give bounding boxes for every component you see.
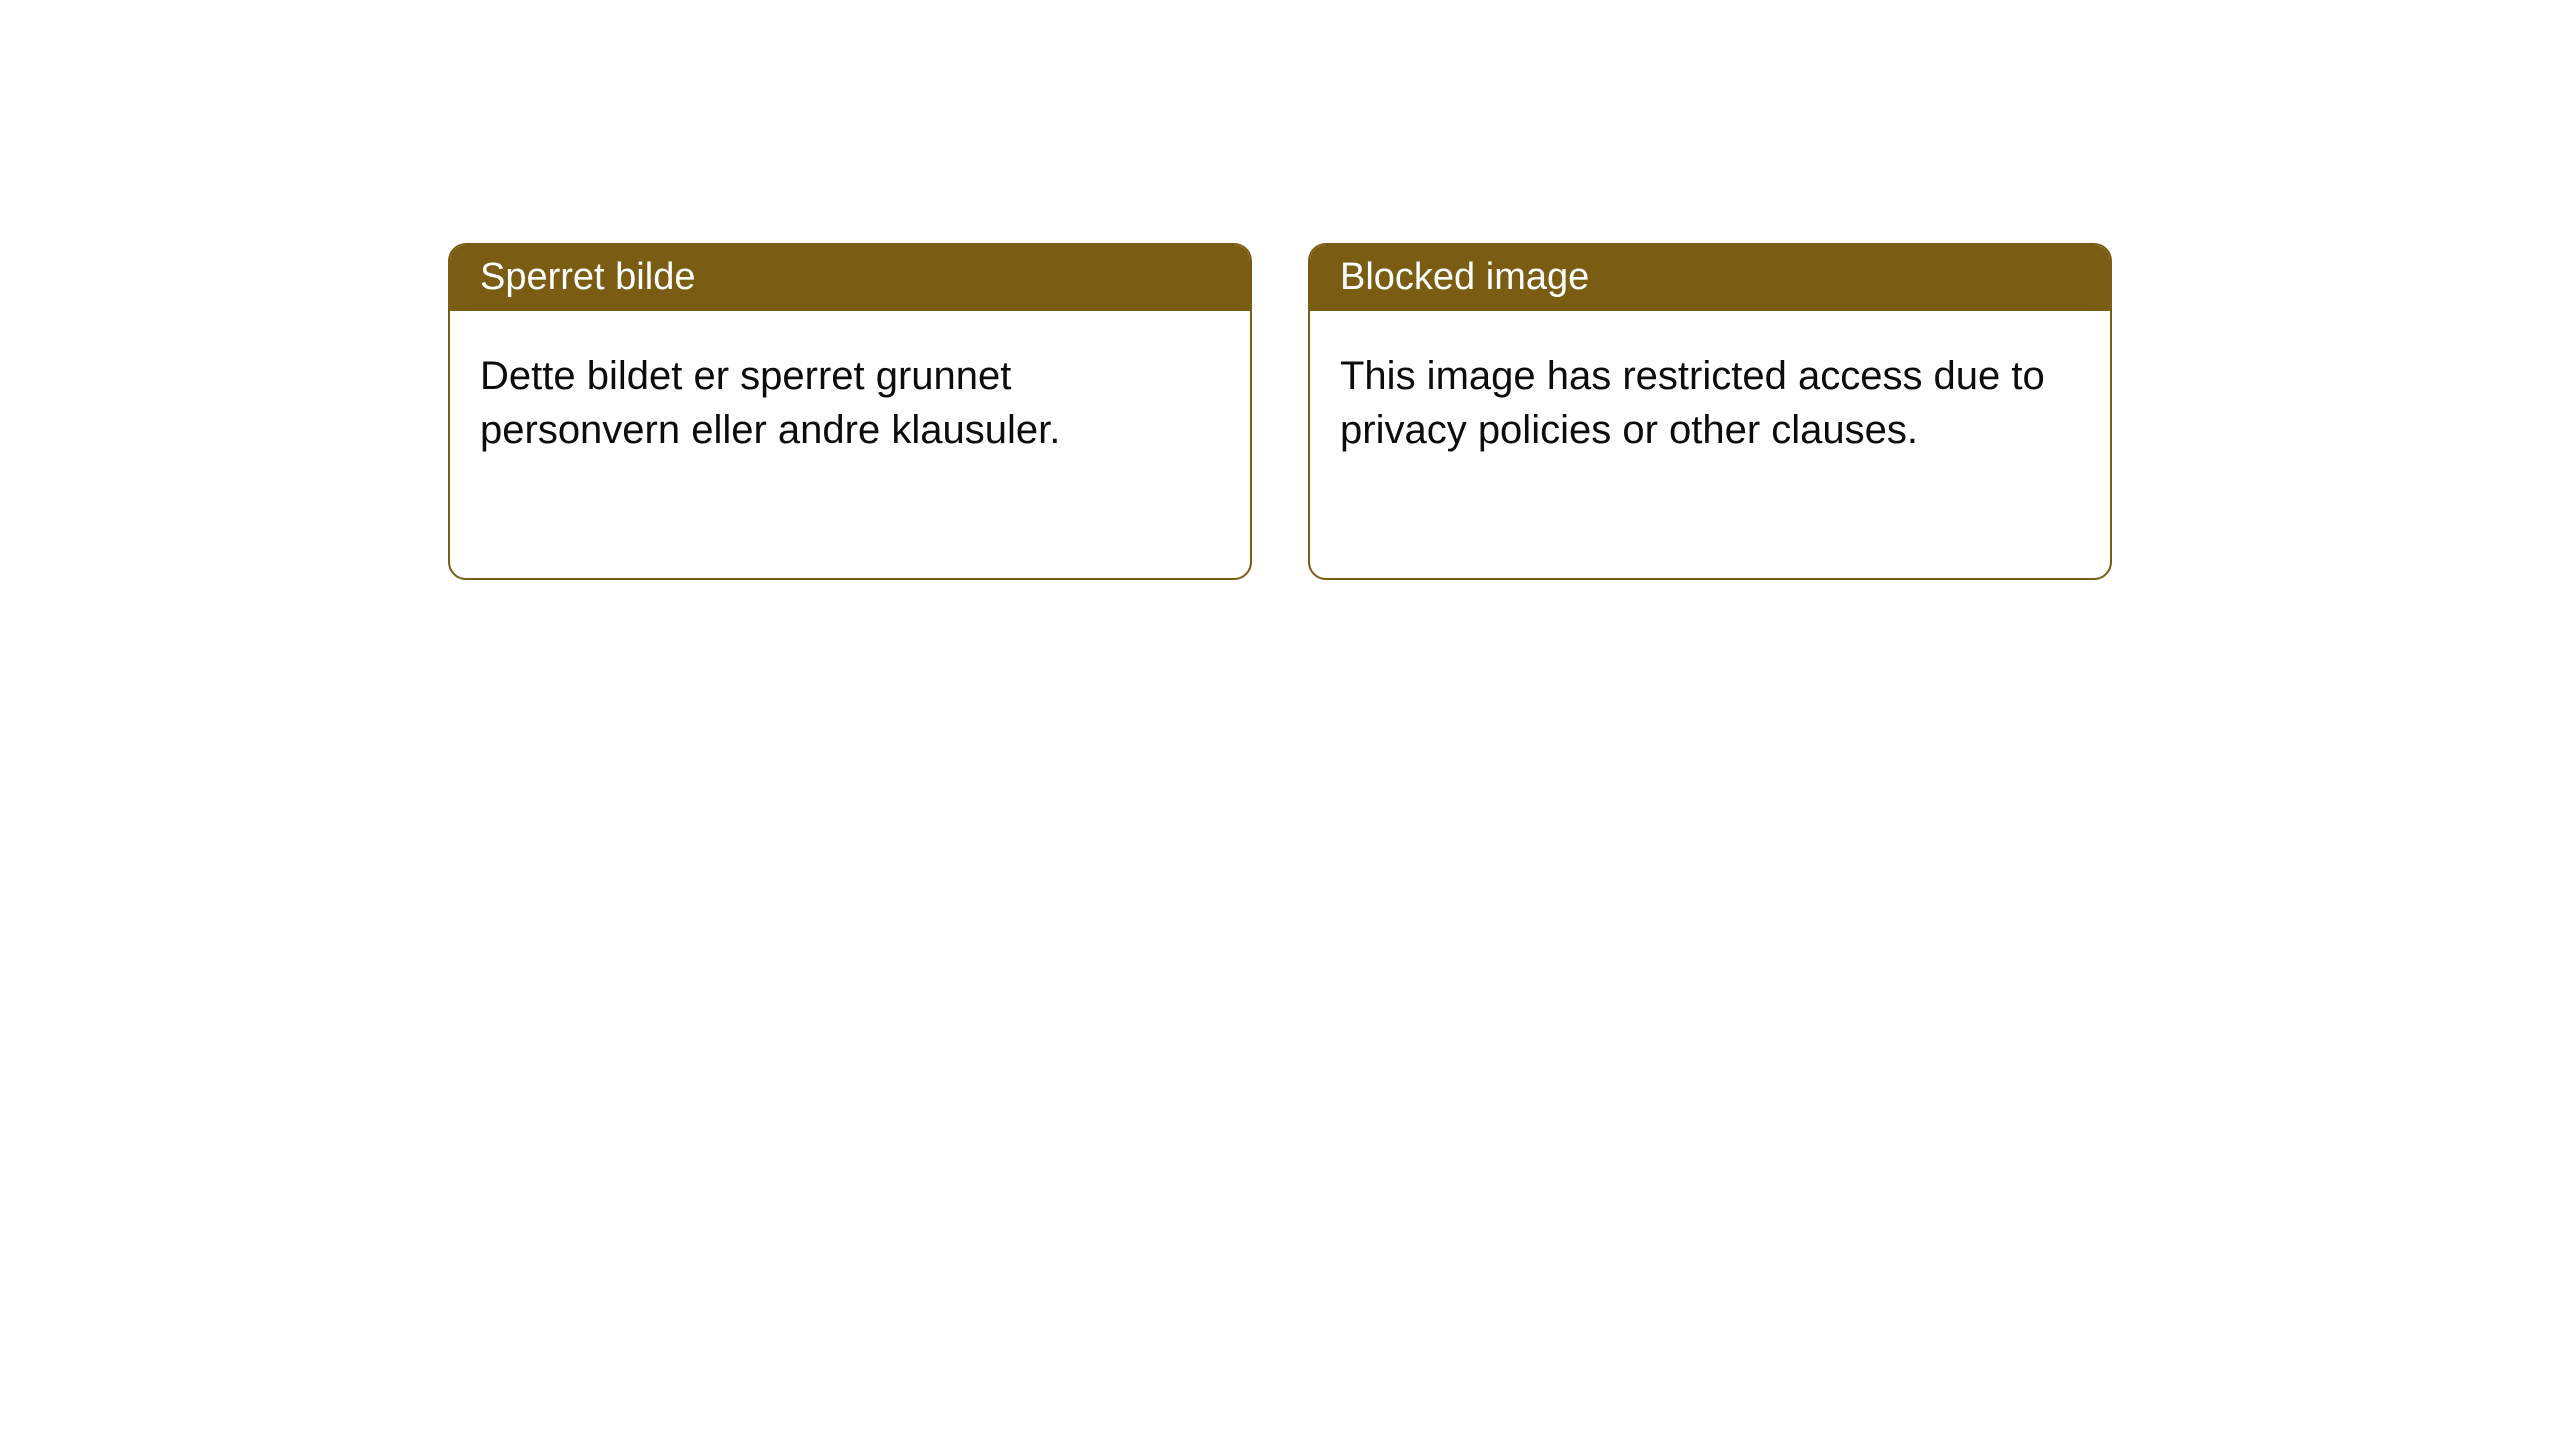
notice-card-header: Blocked image <box>1310 245 2110 311</box>
notice-card-title: Sperret bilde <box>480 256 695 298</box>
notice-card-no: Sperret bilde Dette bildet er sperret gr… <box>448 243 1252 580</box>
notice-card-header: Sperret bilde <box>450 245 1250 311</box>
notice-card-body: Dette bildet er sperret grunnet personve… <box>450 311 1250 487</box>
notice-card-en: Blocked image This image has restricted … <box>1308 243 2112 580</box>
notice-container: Sperret bilde Dette bildet er sperret gr… <box>448 243 2112 580</box>
notice-card-body: This image has restricted access due to … <box>1310 311 2110 487</box>
notice-card-message: This image has restricted access due to … <box>1340 354 2045 452</box>
notice-card-title: Blocked image <box>1340 256 1589 298</box>
notice-card-message: Dette bildet er sperret grunnet personve… <box>480 354 1060 452</box>
